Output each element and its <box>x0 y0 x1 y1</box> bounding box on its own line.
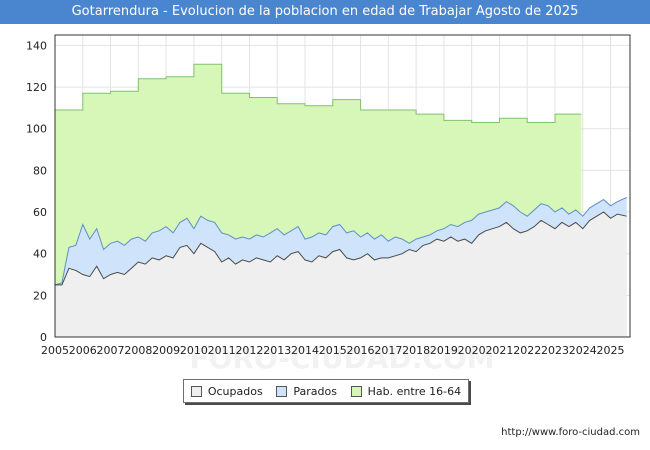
x-tick-label: 2020 <box>458 344 486 357</box>
y-tick-label: 100 <box>26 123 47 136</box>
legend-label-hab: Hab. entre 16-64 <box>367 384 462 398</box>
x-tick-label: 2021 <box>485 344 513 357</box>
x-tick-label: 2023 <box>541 344 569 357</box>
legend-swatch-parados <box>276 385 288 397</box>
y-tick-label: 20 <box>33 289 47 302</box>
x-tick-label: 2025 <box>597 344 625 357</box>
y-tick-label: 140 <box>26 39 47 52</box>
y-tick-label: 60 <box>33 206 47 219</box>
legend: Ocupados Parados Hab. entre 16-64 <box>183 379 469 403</box>
plot-lines <box>54 63 627 286</box>
legend-label-parados: Parados <box>293 384 337 398</box>
x-tick-label: 2011 <box>208 344 236 357</box>
x-tick-label: 2024 <box>569 344 597 357</box>
x-tick-label: 2012 <box>235 344 263 357</box>
line-parados <box>54 197 627 286</box>
x-tick-label: 2013 <box>263 344 291 357</box>
x-tick-label: 2008 <box>124 344 152 357</box>
legend-label-ocupados: Ocupados <box>207 384 263 398</box>
legend-swatch-hab <box>350 385 362 397</box>
x-tick-label: 2010 <box>180 344 208 357</box>
x-tick-label: 2009 <box>152 344 180 357</box>
x-tick-label: 2005 <box>41 344 69 357</box>
x-tick-label: 2018 <box>402 344 430 357</box>
x-tick-label: 2006 <box>69 344 97 357</box>
x-tick-label: 2016 <box>347 344 375 357</box>
line-ocupados <box>55 211 627 286</box>
chart-title: Gotarrendura - Evolucion de la poblacion… <box>0 0 650 24</box>
source-url: http://www.foro-ciudad.com <box>501 427 640 438</box>
legend-item-parados: Parados <box>276 385 337 398</box>
legend-item-hab: Hab. entre 16-64 <box>350 384 462 398</box>
legend-swatch-ocupados <box>190 385 202 397</box>
y-tick-label: 0 <box>40 331 47 344</box>
x-tick-label: 2015 <box>319 344 347 357</box>
y-tick-label: 40 <box>33 248 47 261</box>
area-ocupados <box>55 212 627 337</box>
x-tick-label: 2019 <box>430 344 458 357</box>
plot-areas <box>55 64 627 337</box>
x-tick-label: 2022 <box>513 344 541 357</box>
plot-frame <box>54 34 631 338</box>
line-hab-entre-16-64 <box>55 63 582 123</box>
x-tick-label: 2014 <box>291 344 319 357</box>
legend-item-ocupados: Ocupados <box>190 384 263 398</box>
y-tick-label: 120 <box>26 81 47 94</box>
y-tick-label: 80 <box>33 164 47 177</box>
x-tick-label: 2007 <box>97 344 125 357</box>
watermark: FORO-CIUDAD.COM <box>189 342 494 375</box>
x-tick-label: 2017 <box>374 344 402 357</box>
